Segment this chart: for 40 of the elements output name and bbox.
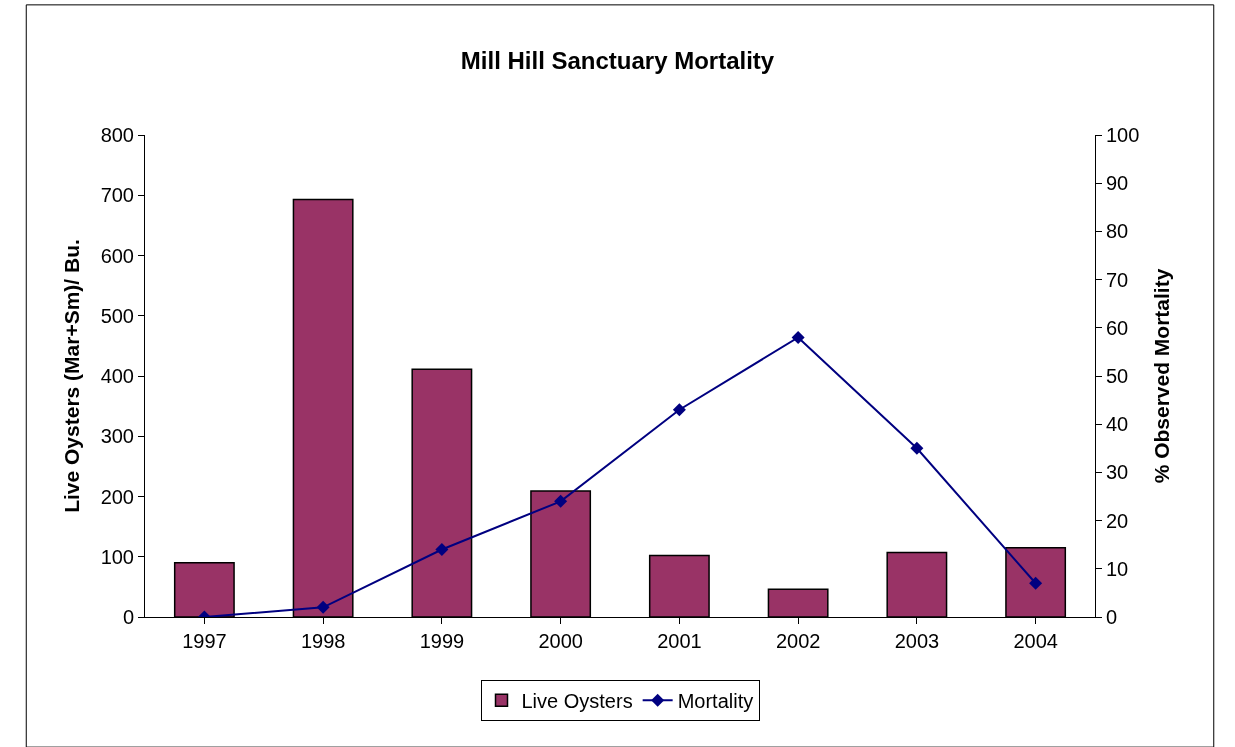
y-tick-label: 200: [100, 485, 134, 508]
y2-tick-label: 60: [1106, 316, 1129, 339]
x-tick-label: 1999: [419, 630, 465, 652]
x-tick-label: 1998: [300, 630, 346, 652]
y2-axis-title: % Observed Mortality: [1149, 268, 1173, 484]
point: [1029, 576, 1043, 590]
x-tick-label: 2002: [775, 630, 821, 652]
y-tick-label: 300: [100, 425, 134, 448]
x-tick-label: 1997: [182, 630, 227, 652]
legend-label: Mortality: [677, 689, 754, 712]
chart-title: Mill Hill Sanctuary Mortality: [460, 47, 775, 75]
point: [791, 330, 805, 344]
y2-tick-label: 0: [1106, 606, 1118, 628]
point: [554, 494, 568, 508]
y2-tick-label: 100: [1106, 124, 1140, 146]
x-tick-label: 2004: [1013, 630, 1058, 652]
point: [672, 403, 686, 417]
legend-label: Live Oysters: [521, 689, 633, 712]
y2-tick-label: 10: [1106, 557, 1129, 580]
x-tick-label: 2000: [538, 630, 583, 652]
y2-tick-label: 70: [1106, 268, 1129, 291]
y-tick-label: 700: [100, 184, 134, 207]
point: [316, 600, 330, 614]
y-tick-label: 400: [100, 365, 134, 387]
y-tick-label: 600: [100, 244, 134, 267]
y-axis-title: Live Oysters (Mar+Sm)/ Bu.: [59, 239, 83, 513]
y-tick-label: 0: [122, 606, 134, 628]
x-tick-label: 2001: [657, 630, 702, 652]
y-tick-label: 500: [100, 304, 134, 327]
x-tick-label: 2003: [894, 630, 940, 652]
y-tick-label: 100: [100, 545, 134, 568]
point: [435, 543, 449, 557]
y-tick-label: 800: [100, 124, 134, 146]
y2-tick-label: 80: [1106, 220, 1129, 243]
y2-tick-label: 20: [1106, 509, 1129, 532]
y2-tick-label: 90: [1106, 172, 1129, 195]
point: [910, 441, 924, 455]
y2-tick-label: 50: [1106, 365, 1129, 387]
y2-tick-label: 40: [1106, 413, 1129, 436]
y2-tick-label: 30: [1106, 461, 1129, 484]
